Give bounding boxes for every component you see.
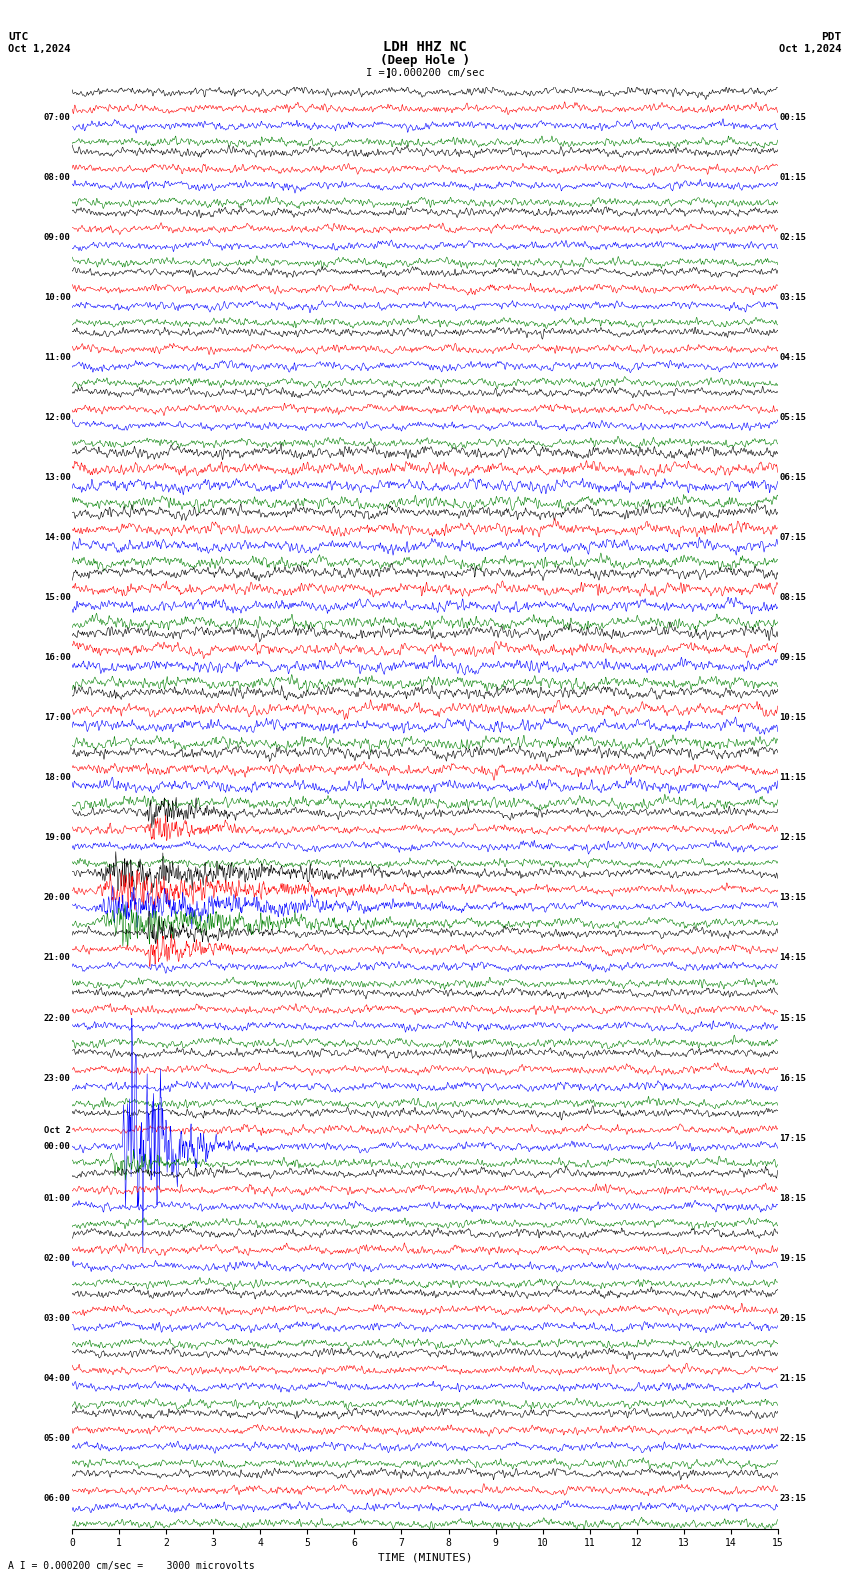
Text: 01:15: 01:15 (779, 173, 807, 182)
Text: 02:15: 02:15 (779, 233, 807, 242)
Text: 19:00: 19:00 (43, 833, 71, 843)
Text: 05:15: 05:15 (779, 413, 807, 421)
Text: 08:15: 08:15 (779, 592, 807, 602)
Text: Oct 1,2024: Oct 1,2024 (779, 44, 842, 54)
Text: 14:00: 14:00 (43, 534, 71, 542)
Text: 06:00: 06:00 (43, 1494, 71, 1503)
Text: 09:15: 09:15 (779, 653, 807, 662)
Text: 16:15: 16:15 (779, 1074, 807, 1082)
Text: 19:15: 19:15 (779, 1255, 807, 1262)
Text: UTC: UTC (8, 32, 29, 41)
Text: 12:15: 12:15 (779, 833, 807, 843)
Text: PDT: PDT (821, 32, 842, 41)
Text: 17:00: 17:00 (43, 713, 71, 722)
Text: 00:00: 00:00 (43, 1142, 71, 1150)
Text: 15:15: 15:15 (779, 1014, 807, 1023)
Text: 18:15: 18:15 (779, 1194, 807, 1202)
Text: 14:15: 14:15 (779, 954, 807, 963)
Text: 12:00: 12:00 (43, 413, 71, 421)
Text: 08:00: 08:00 (43, 173, 71, 182)
Text: 04:15: 04:15 (779, 353, 807, 361)
Text: 21:15: 21:15 (779, 1373, 807, 1383)
Text: 11:15: 11:15 (779, 773, 807, 782)
Text: 23:00: 23:00 (43, 1074, 71, 1082)
Text: 06:15: 06:15 (779, 474, 807, 482)
Text: 16:00: 16:00 (43, 653, 71, 662)
Text: LDH HHZ NC: LDH HHZ NC (383, 40, 467, 54)
Text: 01:00: 01:00 (43, 1194, 71, 1202)
Text: 18:00: 18:00 (43, 773, 71, 782)
Text: A I = 0.000200 cm/sec =    3000 microvolts: A I = 0.000200 cm/sec = 3000 microvolts (8, 1562, 255, 1571)
Text: 03:00: 03:00 (43, 1313, 71, 1323)
Text: 21:00: 21:00 (43, 954, 71, 963)
Text: 11:00: 11:00 (43, 353, 71, 361)
Text: I = 0.000200 cm/sec: I = 0.000200 cm/sec (366, 68, 484, 78)
X-axis label: TIME (MINUTES): TIME (MINUTES) (377, 1552, 473, 1562)
Text: 17:15: 17:15 (779, 1134, 807, 1142)
Text: 15:00: 15:00 (43, 592, 71, 602)
Text: 22:15: 22:15 (779, 1434, 807, 1443)
Text: 03:15: 03:15 (779, 293, 807, 303)
Text: Oct 2: Oct 2 (43, 1126, 71, 1134)
Text: 23:15: 23:15 (779, 1494, 807, 1503)
Text: 07:15: 07:15 (779, 534, 807, 542)
Text: 04:00: 04:00 (43, 1373, 71, 1383)
Text: 13:15: 13:15 (779, 893, 807, 903)
Text: 10:15: 10:15 (779, 713, 807, 722)
Text: 20:00: 20:00 (43, 893, 71, 903)
Text: 05:00: 05:00 (43, 1434, 71, 1443)
Text: (Deep Hole ): (Deep Hole ) (380, 54, 470, 67)
Text: Oct 1,2024: Oct 1,2024 (8, 44, 71, 54)
Text: 10:00: 10:00 (43, 293, 71, 303)
Text: 20:15: 20:15 (779, 1313, 807, 1323)
Text: 07:00: 07:00 (43, 112, 71, 122)
Text: 13:00: 13:00 (43, 474, 71, 482)
Text: 02:00: 02:00 (43, 1255, 71, 1262)
Text: 00:15: 00:15 (779, 112, 807, 122)
Text: 22:00: 22:00 (43, 1014, 71, 1023)
Text: 09:00: 09:00 (43, 233, 71, 242)
